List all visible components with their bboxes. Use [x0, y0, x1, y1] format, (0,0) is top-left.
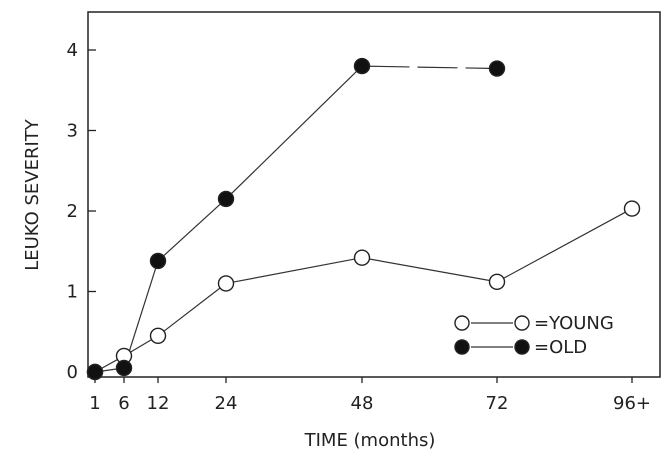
legend: =YOUNG =OLD: [454, 313, 614, 358]
series-segment-young: [163, 287, 221, 332]
data-point-young: [149, 327, 167, 344]
series-segment-young: [233, 258, 355, 283]
series-segment-old: [102, 368, 117, 372]
x-tick-label: 96+: [613, 393, 651, 414]
x-axis: 1 6 12 24 48 72 96+: [89, 377, 651, 414]
data-point-young: [488, 273, 506, 291]
series-segment-young: [130, 339, 152, 353]
x-tick-label: 12: [147, 393, 170, 414]
data-point-old: [115, 359, 133, 377]
series-segment-young: [101, 359, 118, 369]
data-point-young: [217, 275, 235, 292]
series-segment-young: [369, 258, 490, 282]
data-point-old: [353, 57, 371, 75]
y-axis: 0 1 2 3 4: [67, 40, 96, 383]
series-segment-old: [230, 70, 358, 195]
data-point-old: [149, 252, 167, 270]
data-point-old: [86, 363, 104, 381]
data-point-young: [623, 200, 641, 217]
series-markers: [86, 57, 641, 381]
series-segment-old: [369, 65, 490, 69]
legend-label: =YOUNG: [534, 313, 614, 334]
series-segment-old: [125, 267, 157, 362]
series-segment-old: [163, 203, 221, 257]
y-tick-label: 4: [67, 40, 78, 61]
x-tick-label: 24: [215, 393, 238, 414]
x-tick-label: 48: [351, 393, 374, 414]
plot-frame: [87, 11, 661, 378]
data-point-old: [488, 60, 506, 77]
legend-marker: [514, 339, 530, 355]
x-axis-label: TIME (months): [304, 430, 436, 451]
data-point-young: [353, 249, 371, 266]
x-tick-label: 72: [486, 393, 509, 414]
legend-marker: [514, 315, 530, 331]
legend-marker: [454, 339, 470, 355]
legend-label: =OLD: [534, 337, 587, 358]
y-tick-label: 0: [67, 362, 78, 383]
data-point-old: [217, 190, 235, 208]
x-tick-label: 6: [118, 393, 129, 414]
y-tick-label: 1: [67, 282, 78, 303]
y-tick-label: 2: [67, 201, 78, 222]
series-lines: [101, 65, 626, 372]
y-tick-label: 3: [67, 121, 78, 142]
y-axis-label: LEUKO SEVERITY: [22, 118, 43, 271]
series-segment-young: [503, 211, 626, 279]
x-tick-label: 1: [89, 393, 100, 414]
legend-marker: [454, 315, 470, 331]
